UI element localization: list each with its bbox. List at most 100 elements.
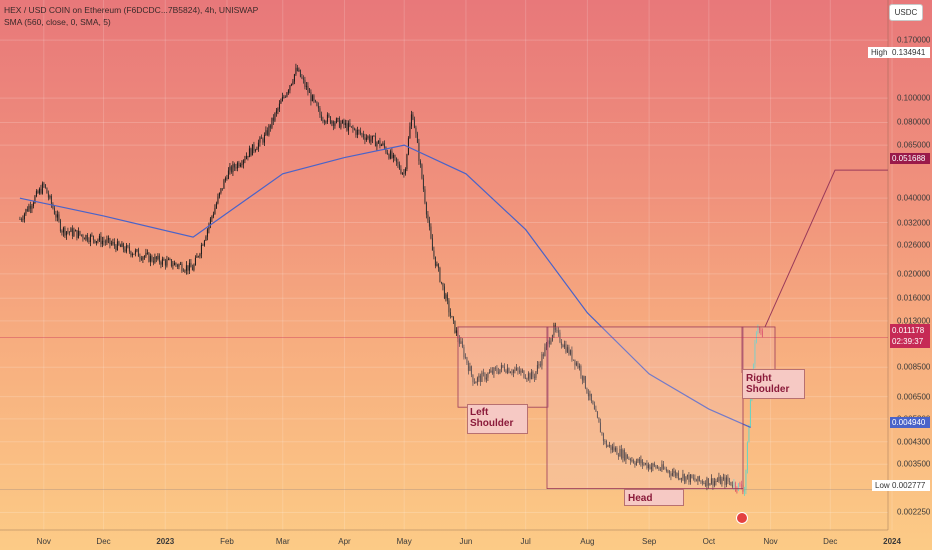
candle-body	[76, 230, 78, 238]
candle-body	[301, 76, 303, 79]
candle-body	[638, 458, 640, 464]
candle-body	[271, 117, 273, 128]
candle-body	[386, 152, 388, 155]
candle-body	[151, 256, 153, 261]
candle-body	[481, 372, 483, 382]
candle-body	[442, 282, 444, 287]
candle-body	[713, 481, 715, 486]
candle-body	[167, 259, 169, 260]
candle-body	[361, 133, 363, 135]
candle-body	[197, 256, 199, 258]
candle-body	[400, 169, 402, 174]
time-tick-label: Nov	[763, 537, 778, 546]
candle-body	[194, 257, 196, 266]
candle-body	[304, 79, 306, 87]
candle-body	[242, 160, 244, 165]
candle-body	[128, 246, 130, 252]
candle-body	[232, 164, 234, 173]
left-shoulder-label-box[interactable]	[467, 404, 528, 434]
currency-button[interactable]: USDC	[889, 4, 923, 21]
candle-body	[724, 477, 726, 485]
head-label-box[interactable]	[624, 489, 684, 506]
current-price-tag: 0.011178 02:39:37	[890, 324, 930, 348]
candle-body	[254, 149, 256, 151]
candle-body	[73, 231, 75, 236]
candle-body	[344, 123, 346, 125]
candle-body	[22, 219, 24, 220]
candle-body	[158, 255, 160, 263]
candle-body	[583, 376, 585, 381]
candle-body	[43, 183, 45, 185]
candle-body	[95, 241, 97, 243]
candle-body	[356, 130, 358, 135]
bar-countdown: 02:39:37	[892, 337, 924, 346]
candle-body	[569, 350, 571, 355]
candle-body	[622, 450, 624, 459]
candle-body	[631, 460, 633, 461]
candle-body	[596, 411, 598, 418]
time-tick-label: Jul	[520, 537, 531, 546]
candle-body	[434, 256, 436, 266]
candle-body	[397, 161, 399, 164]
candle-body	[352, 126, 354, 129]
candle-body	[245, 155, 247, 159]
candle-body	[662, 464, 664, 469]
right-shoulder-label: Right Shoulder	[746, 373, 789, 395]
candle-body	[25, 209, 27, 214]
candle-body	[181, 263, 183, 271]
candle-body	[298, 69, 300, 71]
time-tick-label: Jun	[459, 537, 473, 546]
candle-body	[548, 340, 550, 345]
candle-body	[538, 364, 540, 366]
candle-body	[530, 371, 532, 380]
candle-body	[695, 480, 697, 482]
candle-body	[211, 216, 213, 219]
candle-body	[263, 134, 265, 143]
candle-body	[421, 164, 423, 179]
price-tick-label: 0.032000	[897, 218, 931, 228]
candle-body	[692, 477, 694, 479]
candle-body	[161, 258, 163, 265]
candle-body	[113, 242, 115, 246]
candle-body	[496, 368, 498, 372]
candle-body	[70, 228, 72, 233]
candle-body	[103, 240, 105, 242]
candle-body	[668, 470, 670, 474]
candle-body	[479, 375, 481, 382]
candle-body	[535, 371, 537, 378]
candle-body	[359, 130, 361, 134]
right-shoulder-zone	[741, 326, 776, 373]
time-tick-label: Nov	[36, 537, 51, 546]
candle-body	[202, 245, 204, 246]
candle-body	[92, 235, 94, 240]
candle-body	[266, 130, 268, 135]
candle-body	[652, 463, 654, 467]
candle-body	[758, 327, 760, 330]
candle-body	[562, 345, 564, 348]
candle-body	[104, 241, 106, 243]
candle-body	[424, 189, 426, 203]
candle-body	[727, 477, 729, 482]
price-tick-label: 0.100000	[897, 93, 931, 103]
candle-body	[163, 258, 165, 261]
candle-body	[44, 184, 46, 188]
candle-body	[641, 459, 643, 465]
candle-body	[440, 281, 442, 283]
candle-body	[736, 488, 738, 490]
candle-body	[706, 478, 708, 487]
candle-body	[148, 252, 150, 262]
candle-body	[314, 100, 316, 102]
candle-body	[439, 267, 441, 282]
candle-body	[326, 114, 328, 122]
us-flag-event-icon[interactable]	[736, 512, 748, 524]
candle-body	[704, 482, 706, 487]
price-tick-label: 0.013000	[897, 316, 931, 326]
candle-body	[446, 294, 448, 301]
candle-body	[137, 249, 139, 257]
candle-body	[199, 254, 201, 257]
right-shoulder-label-box[interactable]	[742, 369, 805, 399]
candle-body	[565, 344, 567, 353]
candle-body	[64, 227, 66, 236]
